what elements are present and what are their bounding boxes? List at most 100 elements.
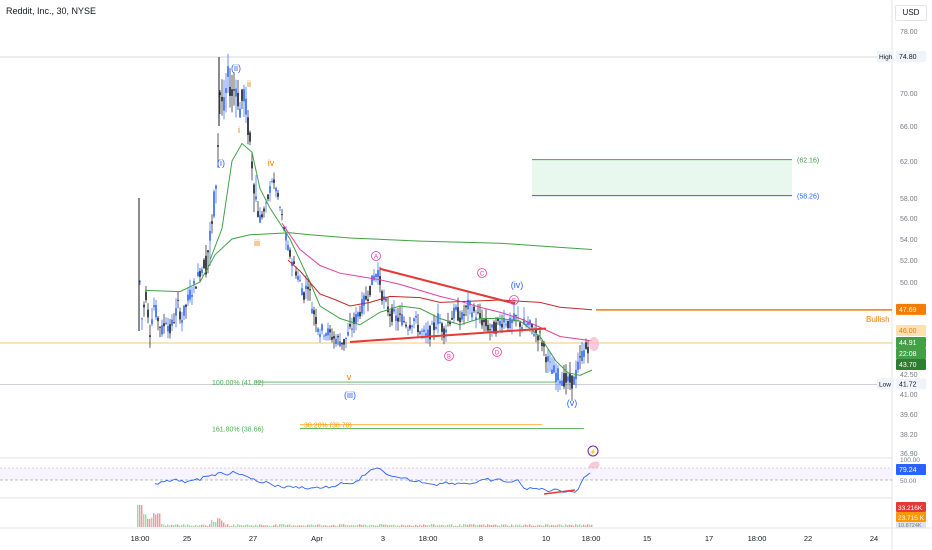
low-badge: [896, 378, 926, 390]
volume-bar: [137, 505, 139, 527]
high-badge: [896, 51, 926, 62]
rsi-tick-label: 100.00: [900, 457, 920, 464]
volume-bar: [189, 525, 191, 527]
candle-body: [241, 89, 243, 101]
candle-body: [159, 326, 161, 328]
price-tick-label: 36.90: [900, 451, 918, 458]
volume-bar: [347, 525, 349, 527]
candle-body: [513, 313, 515, 321]
volume-bar: [205, 525, 207, 527]
volume-bar: [337, 525, 339, 527]
candle-body: [271, 181, 273, 182]
candle-body: [427, 329, 429, 337]
volume-bar: [459, 524, 461, 527]
volume-bar: [483, 524, 485, 527]
candle-body: [211, 221, 213, 224]
candle-body: [477, 312, 479, 314]
volume-bar: [495, 524, 497, 527]
volume-bar: [477, 525, 479, 527]
candle-body: [549, 361, 551, 363]
volume-bar: [445, 525, 447, 527]
volume-bar: [457, 525, 459, 527]
price-tick-label: 70.00: [900, 91, 918, 98]
volume-bar: [193, 525, 195, 527]
candle-body: [217, 145, 219, 147]
candle-body: [479, 313, 481, 319]
candle-body: [431, 323, 433, 325]
candle-body: [385, 299, 387, 301]
candle-body: [357, 312, 359, 317]
volume-bar: [501, 524, 503, 527]
volume-bar: [381, 524, 383, 527]
volume-bar: [197, 525, 199, 527]
candle-body: [381, 291, 383, 301]
triangle-upper-line: [379, 267, 516, 305]
volume-bar: [317, 524, 319, 527]
volume-bar: [507, 525, 509, 527]
volume-bar: [243, 525, 245, 527]
wave-circle: [371, 251, 381, 261]
candle-body: [161, 325, 163, 335]
wave-label: v: [347, 372, 352, 382]
volume-bar: [187, 524, 189, 527]
candle-body: [339, 341, 341, 347]
candle-body: [149, 335, 151, 337]
candle-body: [147, 309, 149, 318]
candle-body: [283, 227, 285, 230]
candle-body: [543, 342, 545, 347]
candle-body: [141, 318, 143, 320]
low-badge-tag: [877, 378, 894, 390]
low-badge-text: 41.72: [899, 381, 917, 388]
volume-bar: [471, 524, 473, 527]
candle-body: [441, 323, 443, 332]
candle-body: [553, 365, 555, 373]
wave-label: (iii): [344, 390, 356, 400]
candle-body: [455, 306, 457, 310]
candle-body: [247, 117, 249, 136]
candle-body: [407, 329, 409, 331]
candle-body: [143, 304, 145, 308]
volume-bar: [221, 520, 223, 527]
volume-bar: [449, 524, 451, 527]
candle-body: [301, 288, 303, 296]
volume-bar: [287, 524, 289, 527]
candle-body: [319, 334, 321, 337]
volume-bar: [293, 525, 295, 527]
candle-body: [531, 323, 533, 328]
candles: [139, 53, 589, 402]
volume-bar: [379, 524, 381, 527]
volume-bar: [383, 524, 385, 527]
volume-bar: [517, 524, 519, 527]
volume-bar: [345, 525, 347, 527]
candle-body: [519, 322, 521, 327]
volume-bar: [283, 524, 285, 527]
currency-button[interactable]: USD: [895, 5, 927, 21]
volume-bar: [281, 524, 283, 527]
candle-body: [289, 249, 291, 257]
volume-bar: [543, 525, 545, 527]
volume-bar: [417, 525, 419, 527]
volume-bar: [209, 524, 211, 527]
alert-icon: [587, 445, 599, 457]
candle-body: [279, 207, 281, 208]
volume-bar: [431, 524, 433, 527]
volume-bar: [351, 524, 353, 527]
candle-body: [273, 179, 275, 183]
fib-label: 161.80% (38.66): [212, 426, 264, 433]
candle-body: [405, 324, 407, 327]
volume-bar: [579, 524, 581, 527]
candle-body: [367, 299, 369, 302]
candle-body: [469, 301, 471, 306]
wave-label: i: [238, 125, 240, 135]
candle-body: [303, 292, 305, 300]
wave-circle-letter: C: [480, 272, 485, 278]
volume-bar: [145, 514, 147, 527]
symbol-title[interactable]: Reddit, Inc., 30, NYSE: [6, 6, 97, 16]
candle-body: [277, 192, 279, 197]
level-badge: [896, 303, 926, 315]
wave-label: (ii): [231, 63, 241, 73]
volume-bar: [391, 524, 393, 527]
volume-bar: [573, 525, 575, 527]
volume-bar: [527, 525, 529, 527]
